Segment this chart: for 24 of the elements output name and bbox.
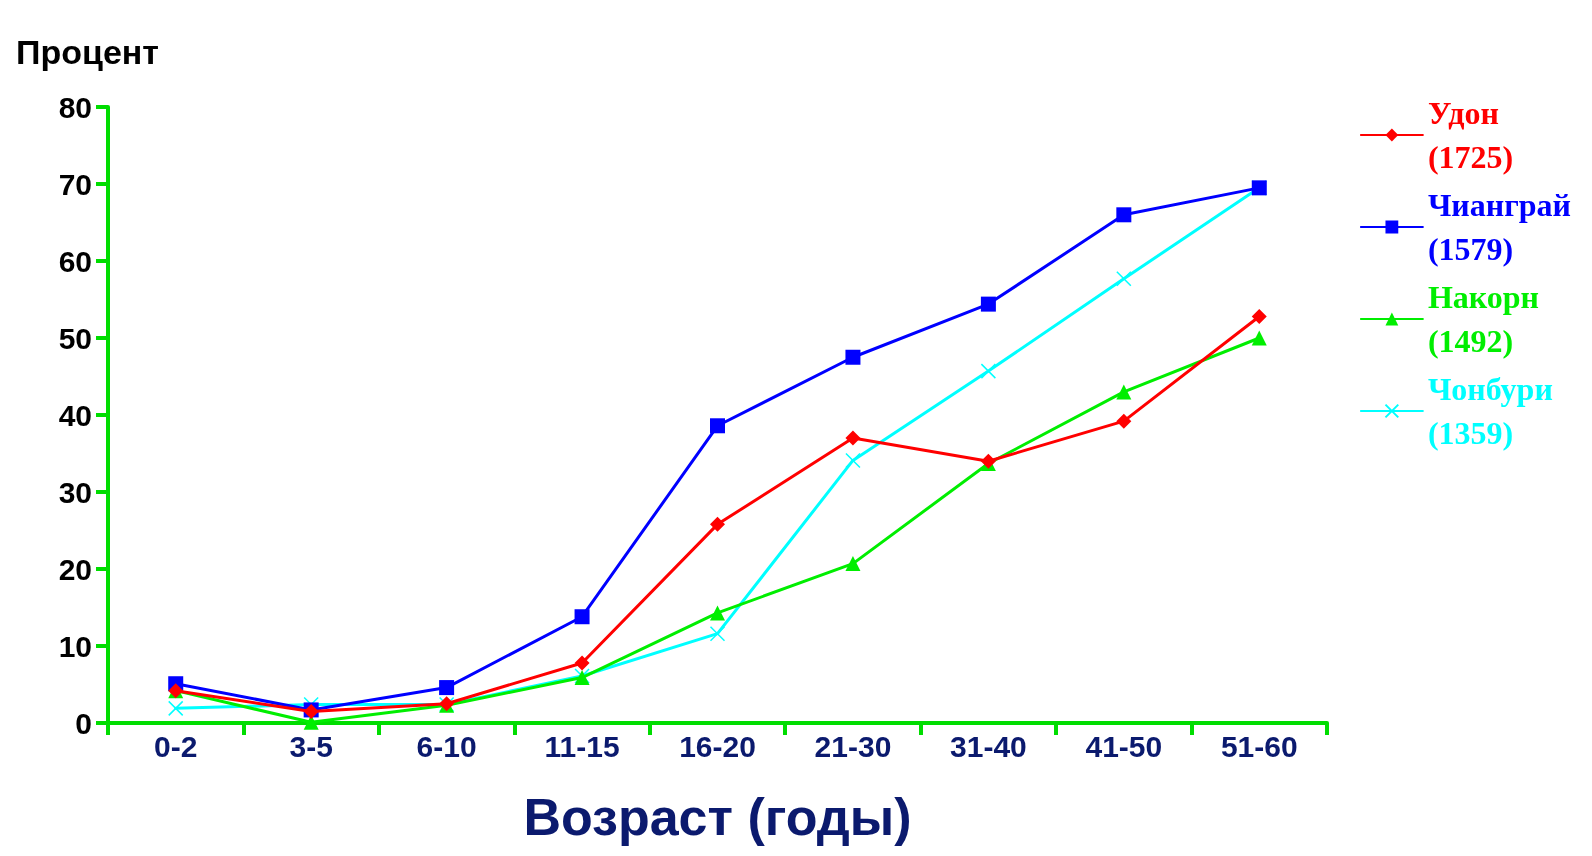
legend-label: Чонбури (1359) (1427, 371, 1553, 451)
y-tick-label: 50 (58, 321, 92, 355)
legend-label: Удон (1725) (1427, 95, 1514, 175)
y-tick-label: 20 (58, 552, 92, 586)
legend-label: Накорн (1492) (1427, 279, 1540, 359)
x-tick-label: 21-30 (814, 729, 892, 763)
y-tick-label: 60 (58, 244, 92, 278)
x-tick-label: 41-50 (1085, 729, 1163, 763)
x-tick-label: 6-10 (416, 729, 477, 763)
x-tick-label: 16-20 (679, 729, 756, 763)
x-tick-label: 51-60 (1220, 729, 1298, 763)
x-tick-label: 11-15 (544, 729, 620, 763)
y-tick-label: 30 (58, 475, 92, 509)
x-axis-title: Возраст (годы) (523, 788, 912, 846)
y-axis-title: Процент (16, 33, 159, 71)
x-tick-label: 3-5 (289, 729, 333, 763)
y-tick-label: 10 (58, 629, 92, 663)
y-tick-label: 40 (58, 398, 92, 432)
y-tick-label: 70 (58, 167, 92, 201)
legend-label: Чианграй (1579) (1427, 187, 1571, 267)
y-tick-label: 80 (58, 90, 92, 124)
y-tick-label: 0 (75, 706, 92, 740)
x-tick-label: 31-40 (950, 729, 1027, 763)
x-tick-label: 0-2 (154, 729, 198, 763)
